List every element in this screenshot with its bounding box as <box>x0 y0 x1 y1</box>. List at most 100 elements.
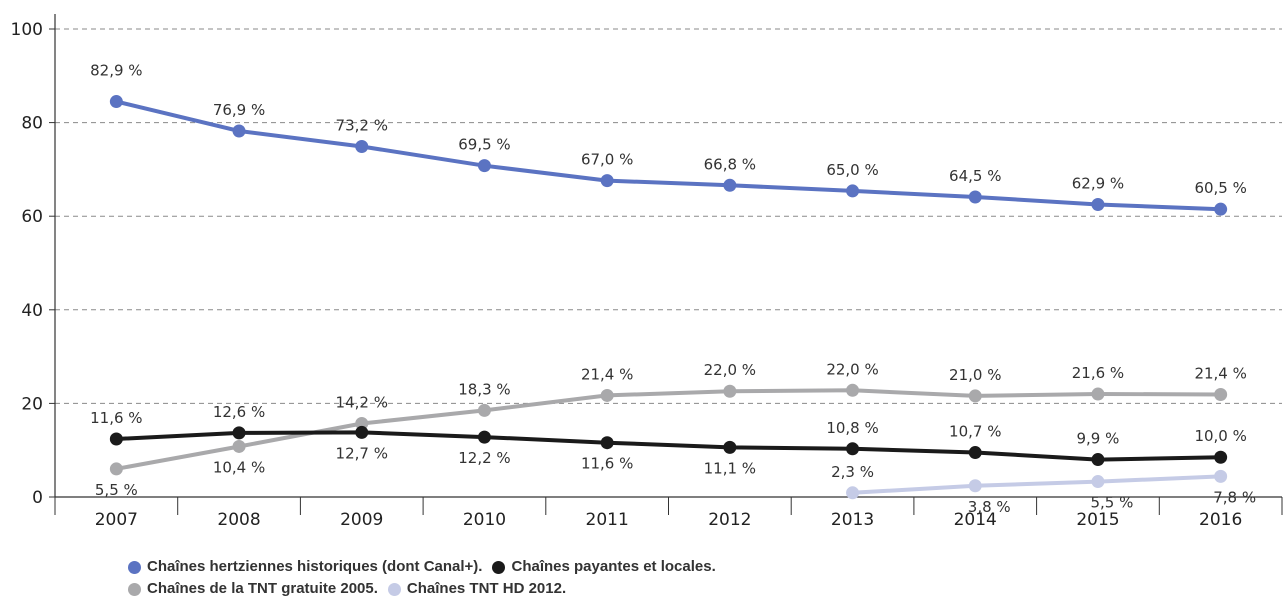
x-tick-label: 2011 <box>586 510 629 530</box>
data-label-tnt: 21,4 % <box>1194 365 1246 383</box>
data-label-tnt: 21,6 % <box>1072 364 1124 382</box>
legend-item-hd: Chaînes TNT HD 2012. <box>387 578 567 600</box>
data-point-pay <box>1214 450 1228 464</box>
data-point-tnt <box>968 389 982 403</box>
y-tick-label: 20 <box>21 394 43 414</box>
series-line-pay <box>114 430 1223 462</box>
series-line-tnt <box>114 388 1223 471</box>
x-tick-label: 2010 <box>463 510 506 530</box>
y-tick-label: 0 <box>32 488 43 508</box>
data-point-hd <box>1091 475 1105 489</box>
data-label-tnt: 5,5 % <box>95 481 138 499</box>
data-label-hist: 65,0 % <box>826 161 878 179</box>
x-tick-label: 2012 <box>708 510 751 530</box>
data-point-hd <box>1214 469 1228 483</box>
legend-label-tnt: Chaînes de la TNT gratuite 2005. <box>147 580 378 597</box>
data-point-pay <box>846 442 860 456</box>
data-point-tnt <box>1214 388 1228 402</box>
series-line-hd <box>850 474 1223 495</box>
data-label-hist: 60,5 % <box>1194 179 1246 197</box>
data-label-tnt: 10,4 % <box>213 458 265 476</box>
data-label-hist: 76,9 % <box>213 101 265 119</box>
x-tick-label: 2015 <box>1076 510 1119 530</box>
legend-dot-lightblue-icon <box>387 582 401 596</box>
data-point-pay <box>968 446 982 460</box>
data-point-hist <box>355 139 369 153</box>
x-tick-label: 2014 <box>954 510 997 530</box>
data-point-pay <box>109 432 123 446</box>
data-label-pay: 11,6 % <box>90 409 142 427</box>
data-point-hist <box>232 124 246 138</box>
data-label-tnt: 22,0 % <box>826 360 878 378</box>
data-point-hist <box>846 184 860 198</box>
data-label-hist: 64,5 % <box>949 167 1001 185</box>
x-tick-label: 2008 <box>217 510 260 530</box>
data-label-hd: 7,8 % <box>1213 488 1256 506</box>
data-label-hist: 66,8 % <box>704 155 756 173</box>
data-label-hd: 5,5 % <box>1091 494 1134 512</box>
data-label-tnt: 22,0 % <box>704 361 756 379</box>
legend-label-pay: Chaînes payantes et locales. <box>511 558 716 575</box>
legend-label-hd: Chaînes TNT HD 2012. <box>406 580 567 597</box>
data-label-pay: 9,9 % <box>1077 430 1120 448</box>
data-point-pay <box>232 426 246 440</box>
x-tick-label: 2007 <box>95 510 138 530</box>
data-point-pay <box>477 430 491 444</box>
data-label-hist: 62,9 % <box>1072 175 1124 193</box>
data-label-tnt: 21,4 % <box>581 365 633 383</box>
data-label-pay: 10,0 % <box>1194 427 1246 445</box>
data-point-hist <box>723 178 737 192</box>
data-label-tnt: 21,0 % <box>949 366 1001 384</box>
data-label-pay: 10,7 % <box>949 423 1001 441</box>
legend-label-hist: Chaînes hertziennes historiques (dont Ca… <box>147 558 483 575</box>
data-label-hist: 69,5 % <box>458 136 510 154</box>
data-point-pay <box>723 440 737 454</box>
x-tick-label: 2013 <box>831 510 874 530</box>
data-point-hist <box>968 190 982 204</box>
data-point-tnt <box>600 388 614 402</box>
data-label-hist: 67,0 % <box>581 151 633 169</box>
data-point-pay <box>1091 453 1105 467</box>
legend-item-pay: Chaînes payantes et locales. <box>492 556 716 578</box>
data-point-tnt <box>846 383 860 397</box>
data-point-tnt <box>723 384 737 398</box>
data-point-tnt <box>232 439 246 453</box>
legend-item-hist: Chaînes hertziennes historiques (dont Ca… <box>128 556 482 578</box>
data-point-tnt <box>355 417 369 431</box>
data-point-tnt <box>1091 387 1105 401</box>
data-label-pay: 10,8 % <box>826 419 878 437</box>
data-label-hd: 2,3 % <box>831 463 874 481</box>
data-point-hist <box>1214 202 1228 216</box>
series-line-hist <box>114 99 1223 212</box>
data-point-hd <box>968 479 982 493</box>
legend-item-tnt: Chaînes de la TNT gratuite 2005. <box>128 578 378 600</box>
data-label-pay: 12,2 % <box>458 449 510 467</box>
legend-dot-blue-icon <box>128 560 141 574</box>
line-chart: 0 20 40 60 80 100 2007 2008 2009 2010 2011 2012 2013… <box>11 14 1283 530</box>
legend-dot-gray-icon <box>128 582 141 596</box>
data-point-pay <box>600 436 614 450</box>
y-tick-label: 40 <box>21 301 43 321</box>
data-point-tnt <box>109 462 123 476</box>
data-label-pay: 11,1 % <box>704 459 756 477</box>
data-label-hist: 73,2 % <box>336 116 388 134</box>
x-tick-label: 2009 <box>340 510 383 530</box>
data-label-pay: 12,7 % <box>336 444 388 462</box>
data-label-pay: 11,6 % <box>581 455 633 473</box>
data-point-tnt <box>477 403 491 417</box>
data-label-pay: 12,6 % <box>213 403 265 421</box>
y-tick-label: 100 <box>11 20 43 40</box>
data-label-hd: 3,8 % <box>968 498 1011 516</box>
legend-dot-black-icon <box>492 560 506 574</box>
data-point-hist <box>109 95 123 109</box>
data-label-hist: 82,9 % <box>90 62 142 80</box>
data-point-hd <box>846 486 860 500</box>
data-label-tnt: 18,3 % <box>458 380 510 398</box>
x-tick-label: 2016 <box>1199 510 1242 530</box>
data-point-hist <box>1091 198 1105 211</box>
legend: Chaînes hertziennes historiques (dont Ca… <box>128 556 726 600</box>
data-point-pay <box>355 425 369 439</box>
y-tick-label: 80 <box>21 114 43 134</box>
data-point-hist <box>600 174 614 188</box>
y-tick-label: 60 <box>21 207 43 227</box>
